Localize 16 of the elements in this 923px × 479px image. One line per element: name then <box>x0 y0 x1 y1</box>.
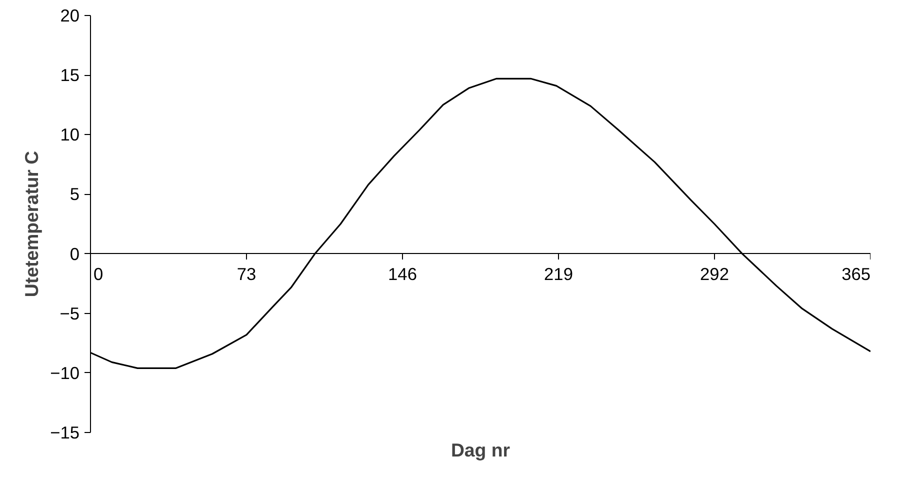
y-tick-label: 0 <box>70 244 80 264</box>
y-tick-label: 10 <box>60 124 80 145</box>
x-tick-label: 219 <box>544 264 573 284</box>
y-axis-title: Utetemperatur C <box>21 150 42 298</box>
x-tick-label: 73 <box>236 264 256 284</box>
y-tick-label: 15 <box>60 65 80 86</box>
x-tick-label: 365 <box>842 264 871 284</box>
y-tick-label: 20 <box>60 6 80 26</box>
y-tick-label: −10 <box>50 362 80 383</box>
x-tick-label: 0 <box>94 264 104 284</box>
y-tick-label: −5 <box>60 303 80 324</box>
y-tick-label: −15 <box>50 422 80 442</box>
x-axis-title: Dag nr <box>450 440 510 460</box>
x-tick-label: 146 <box>388 264 417 284</box>
y-tick-label: 5 <box>70 184 80 204</box>
x-tick-label: 292 <box>700 264 729 284</box>
